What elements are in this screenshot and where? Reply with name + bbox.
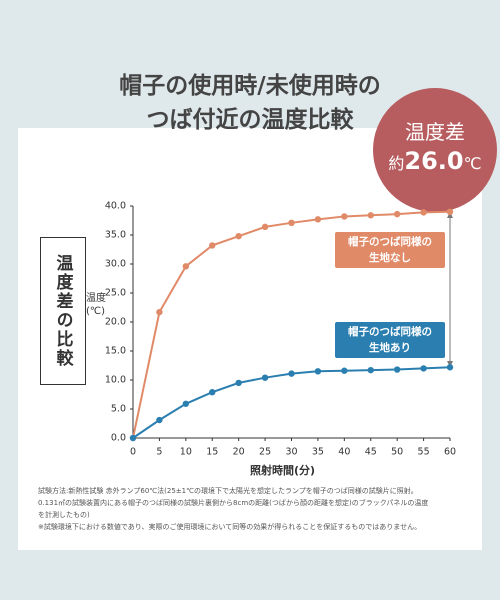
- data-point: [420, 209, 427, 216]
- y-tick-label: 15.0: [105, 346, 126, 357]
- y-tick-label: 0.0: [111, 433, 126, 444]
- series-line: [132, 366, 451, 439]
- badge-label: 温度差: [405, 120, 465, 144]
- data-point: [393, 366, 401, 373]
- y-tick-label: 10.0: [105, 375, 126, 386]
- data-point: [261, 374, 269, 381]
- y-tick-label: 35.0: [105, 230, 126, 241]
- data-point: [129, 434, 137, 442]
- series-line: [132, 210, 451, 439]
- note: 0.131㎡の試験装置内にある帽子のつば同様の試験片裏側から8cmの距離(つばか…: [38, 499, 429, 507]
- badge-unit: ℃: [463, 154, 482, 173]
- y-tick-label: 20.0: [105, 317, 126, 328]
- data-point: [341, 367, 348, 374]
- data-point: [288, 219, 295, 227]
- data-point: [156, 308, 163, 316]
- data-point: [156, 416, 163, 424]
- data-point: [209, 242, 216, 249]
- badge-prefix: 約: [388, 154, 405, 173]
- legend-entry: 帽子のつば同様の 生地なし: [335, 232, 445, 268]
- y-tick-label: 25.0: [105, 288, 126, 299]
- y-tick-label: 30.0: [105, 259, 126, 270]
- data-point: [420, 365, 427, 372]
- y-tick-label: 5.0: [111, 404, 126, 415]
- note: を計測したもの): [38, 511, 90, 519]
- note: ※試験環境下における数値であり、実際のご使用環境において同等の効果が得られること…: [38, 523, 422, 531]
- data-point: [235, 232, 242, 240]
- y-tick-label: 40.0: [105, 201, 126, 212]
- title-line: つば付近の温度比較: [146, 107, 354, 133]
- x-tick-label: 40: [338, 447, 350, 458]
- data-point: [314, 216, 322, 223]
- badge-value: 26.0: [404, 147, 464, 175]
- x-tick-label: 5: [156, 447, 162, 458]
- x-tick-label: 60: [444, 447, 456, 458]
- x-tick-label: 15: [206, 447, 218, 458]
- note: 試験方法:新熱性試験 赤外ランプ60℃法(25±1℃の環境下で太陽光を想定したラ…: [38, 487, 418, 495]
- x-tick-label: 50: [391, 447, 403, 458]
- data-point: [446, 364, 454, 371]
- data-point: [182, 400, 190, 407]
- x-axis-label: 照射時間(分): [250, 464, 316, 477]
- badge-value-line: 約26.0℃: [373, 147, 497, 175]
- x-tick-label: 55: [418, 447, 430, 458]
- x-tick-label: 0: [130, 447, 136, 458]
- data-point: [314, 368, 322, 375]
- data-point: [367, 212, 374, 219]
- data-point: [288, 370, 295, 377]
- data-point: [341, 213, 348, 220]
- x-tick-label: 25: [259, 447, 271, 458]
- data-point: [367, 366, 374, 374]
- y-axis-label: 温度 (℃): [86, 293, 106, 317]
- data-point: [182, 263, 190, 270]
- data-point: [235, 379, 242, 387]
- x-tick-label: 35: [312, 447, 324, 458]
- legend-entry: 帽子のつば同様の 生地あり: [335, 322, 445, 358]
- x-tick-label: 30: [285, 447, 297, 458]
- data-point: [393, 210, 401, 218]
- data-point: [209, 388, 216, 396]
- data-point: [261, 223, 269, 231]
- badge: 温度差 約26.0℃: [373, 88, 497, 212]
- x-tick-label: 45: [365, 447, 377, 458]
- title-line: 帽子の使用時/未使用時の: [119, 73, 381, 99]
- side-label: 温度差の比較: [40, 237, 86, 385]
- data-point: [446, 208, 454, 215]
- x-tick-label: 20: [233, 447, 245, 458]
- x-tick-label: 10: [180, 447, 192, 458]
